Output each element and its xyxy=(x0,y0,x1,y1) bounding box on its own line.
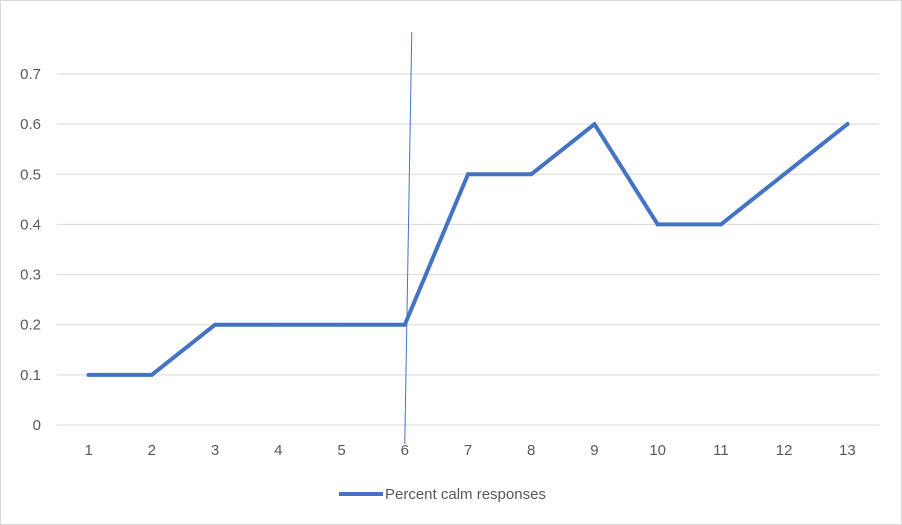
data-point xyxy=(845,122,850,127)
data-point xyxy=(213,322,218,327)
y-tick-label: 0.6 xyxy=(20,116,41,133)
grid-lines xyxy=(57,73,879,426)
y-tick-label: 0.7 xyxy=(20,66,41,83)
y-tick-label: 0.3 xyxy=(20,267,41,284)
y-axis-ticks: 0 0.1 0.2 0.3 0.4 0.5 0.6 0.7 xyxy=(20,66,41,434)
x-tick-label: 11 xyxy=(713,442,729,459)
y-tick-label: 0.4 xyxy=(20,216,41,233)
data-point xyxy=(149,372,154,377)
data-point xyxy=(655,222,660,227)
series-group xyxy=(86,122,850,377)
x-tick-label: 2 xyxy=(148,442,156,459)
series-line xyxy=(86,122,850,377)
x-tick-label: 7 xyxy=(464,442,472,459)
data-point xyxy=(782,172,787,177)
y-tick-label: 0.1 xyxy=(20,367,41,384)
y-tick-label: 0 xyxy=(33,417,41,434)
data-point xyxy=(339,322,344,327)
legend-label: Percent calm responses xyxy=(385,486,546,503)
data-point xyxy=(402,322,407,327)
x-axis-ticks: 1 2 3 4 5 6 7 8 9 10 11 12 13 xyxy=(84,442,855,459)
data-point xyxy=(529,172,534,177)
data-point xyxy=(592,122,597,127)
data-point xyxy=(718,222,723,227)
x-tick-label: 1 xyxy=(84,442,92,459)
y-tick-label: 0.2 xyxy=(20,317,41,334)
y-tick-label: 0.5 xyxy=(20,166,41,183)
x-tick-label: 9 xyxy=(590,442,598,459)
annotation-line xyxy=(404,31,413,445)
data-point xyxy=(276,322,281,327)
x-tick-label: 13 xyxy=(839,442,856,459)
x-tick-label: 4 xyxy=(274,442,282,459)
annotation-group xyxy=(404,31,413,445)
data-point xyxy=(86,372,91,377)
legend: Percent calm responses xyxy=(339,486,546,503)
x-tick-label: 8 xyxy=(527,442,535,459)
x-tick-label: 12 xyxy=(776,442,793,459)
data-point xyxy=(466,172,470,177)
x-tick-label: 5 xyxy=(337,442,345,459)
x-tick-label: 3 xyxy=(211,442,219,459)
x-tick-label: 6 xyxy=(401,442,409,459)
x-tick-label: 10 xyxy=(649,442,666,459)
